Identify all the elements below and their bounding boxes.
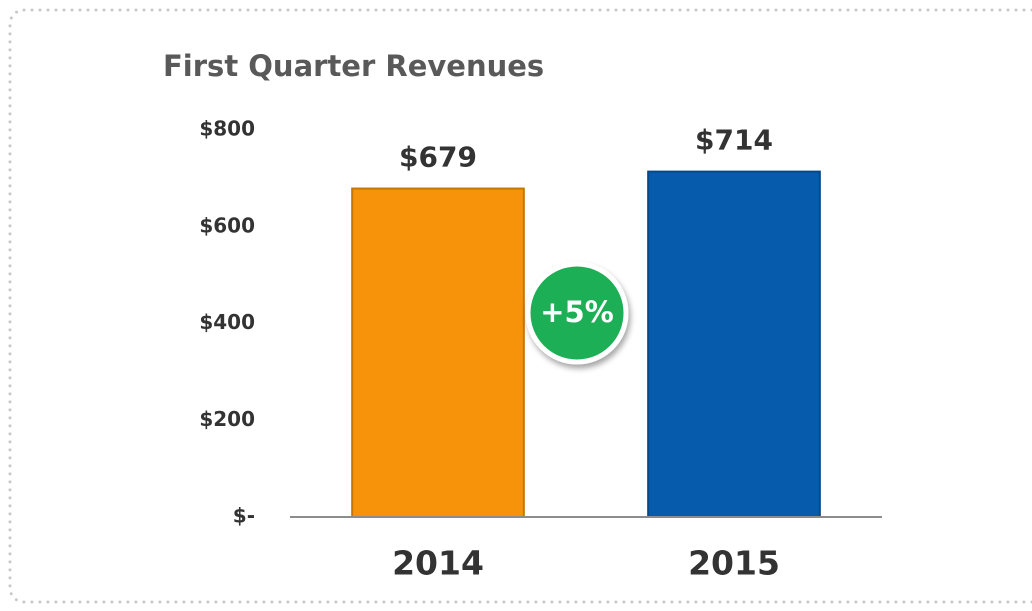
y-tick-label: $200 xyxy=(199,407,255,431)
panel-border xyxy=(8,8,1032,604)
y-tick-label: $800 xyxy=(199,117,255,141)
badge-label: +5% xyxy=(540,295,614,329)
y-tick-label: $400 xyxy=(199,310,255,334)
chart-title: First Quarter Revenues xyxy=(163,49,544,83)
x-tick-label: 2014 xyxy=(392,544,484,583)
x-tick-label: 2015 xyxy=(688,544,780,583)
value-label: $714 xyxy=(695,124,773,157)
bar xyxy=(647,170,821,518)
badge xyxy=(525,261,629,365)
y-tick-label: $- xyxy=(233,504,255,528)
bar xyxy=(351,187,525,518)
y-tick-label: $600 xyxy=(199,213,255,237)
value-label: $679 xyxy=(399,141,477,174)
